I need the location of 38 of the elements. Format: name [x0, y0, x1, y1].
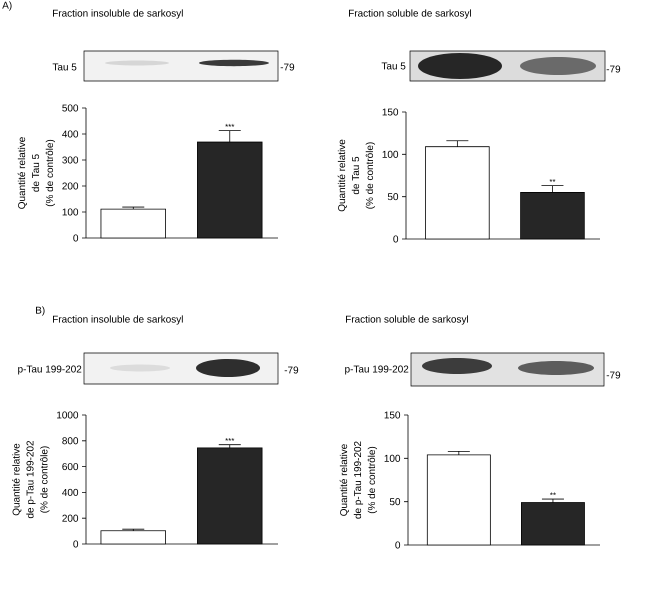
- y-tick-label: 600: [62, 463, 78, 470]
- y-axis-title: Quantité relative de Tau 5 (% de contrôle): [338, 140, 376, 212]
- y-axis-title: Quantité relative de p-Tau 199-202 (% de contrôle): [340, 441, 378, 519]
- y-tick-label: 300: [62, 156, 78, 164]
- y-tick-label: 0: [393, 235, 398, 243]
- y-tick-label: 150: [384, 411, 400, 419]
- text: -79: [280, 63, 294, 71]
- y-axis-title: Quantité relative de Tau 5 (% de contrôle): [18, 137, 56, 209]
- text: -79: [606, 65, 620, 73]
- y-tick-label: 150: [382, 108, 398, 116]
- text: Tau 5: [382, 62, 406, 70]
- y-tick-label: 1000: [57, 411, 78, 419]
- y-tick-label: 0: [73, 540, 78, 548]
- text: -79: [284, 366, 298, 374]
- text: Tau 5: [52, 64, 76, 70]
- chart-title: Fraction insoluble de sarkosyl: [53, 315, 183, 325]
- y-tick-label: 50: [390, 498, 400, 506]
- y-tick-label: 500: [62, 104, 78, 112]
- text: A): [2, 1, 12, 11]
- chart-title: Fraction insoluble de sarkosyl: [53, 9, 183, 19]
- y-tick-label: 200: [62, 514, 78, 522]
- y-tick-label: 400: [62, 488, 78, 496]
- y-tick-label: 800: [62, 437, 78, 444]
- y-tick-label: 0: [395, 541, 400, 549]
- chart-title: Fraction soluble de sarkosyl: [346, 315, 468, 325]
- y-tick-label: 100: [62, 208, 78, 216]
- text: B): [36, 306, 45, 316]
- y-tick-label: 100: [384, 454, 400, 462]
- text: p-Tau 199-202: [18, 365, 82, 375]
- y-tick-label: 400: [62, 130, 78, 138]
- chart-title: Fraction soluble de sarkosyl: [349, 9, 471, 19]
- y-tick-label: 50: [388, 193, 398, 200]
- y-tick-label: 0: [73, 234, 78, 242]
- y-axis-title: Quantité relative de p-Tau 199-202 (% de contrôle): [12, 440, 50, 518]
- y-tick-label: 100: [382, 150, 398, 158]
- text: -79: [606, 371, 620, 379]
- y-tick-label: 200: [62, 182, 78, 190]
- text: p-Tau 199-202: [345, 365, 408, 375]
